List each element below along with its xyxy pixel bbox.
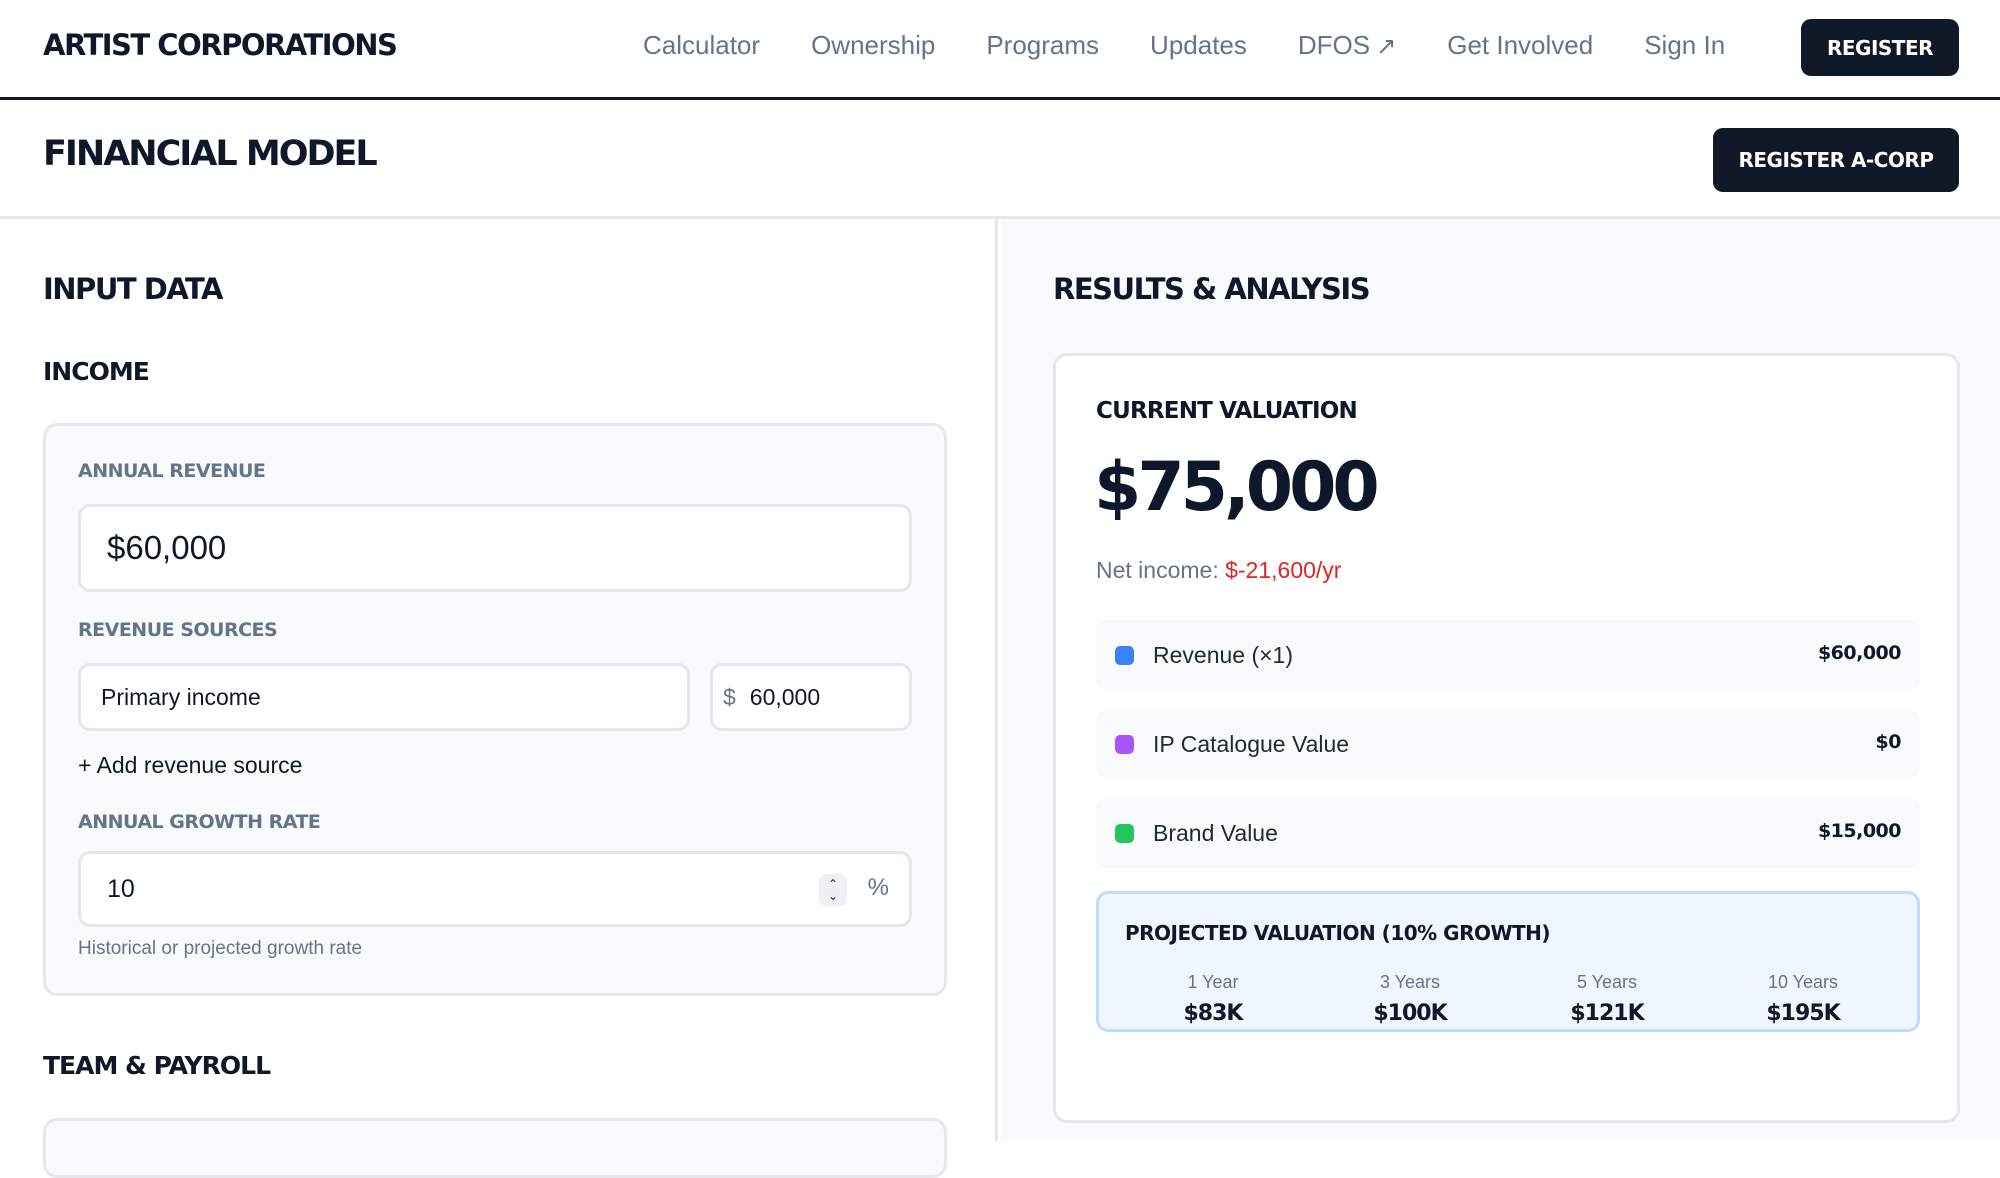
annual-revenue-label: ANNUAL REVENUE (78, 460, 266, 482)
breakdown-name: Revenue (×1) (1153, 642, 1293, 668)
projected-valuation-box: PROJECTED VALUATION (10% GROWTH) 1 Year … (1096, 891, 1920, 1032)
projection-1-year: 1 Year $83K (1138, 972, 1288, 1026)
nav-link-updates[interactable]: Updates (1150, 30, 1247, 60)
page-header: FINANCIAL MODEL REGISTER A-CORP (0, 103, 2000, 219)
income-panel: ANNUAL REVENUE $60,000 REVENUE SOURCES P… (43, 423, 947, 996)
nav-link-calculator[interactable]: Calculator (643, 30, 761, 60)
revenue-source-amount-value: 60,000 (749, 683, 821, 710)
nav-link-get-involved[interactable]: Get Involved (1447, 30, 1594, 60)
projection-value: $100K (1373, 1001, 1447, 1026)
team-payroll-heading: TEAM & PAYROLL (43, 1051, 271, 1080)
external-link-icon: ↗ (1376, 33, 1397, 60)
projection-value: $121K (1570, 1001, 1644, 1026)
results-column: RESULTS & ANALYSIS CURRENT VALUATION $75… (1001, 219, 2000, 1141)
nav-link-dfos[interactable]: DFOS ↗ (1298, 30, 1396, 61)
revenue-sources-label: REVENUE SOURCES (78, 619, 278, 641)
annual-growth-rate-input[interactable]: 10 ⌃ ⌄ % (78, 851, 912, 927)
nav-link-ownership[interactable]: Ownership (811, 30, 936, 60)
register-button[interactable]: REGISTER (1801, 19, 1959, 76)
revenue-source-amount-input[interactable]: $ 60,000 (710, 663, 912, 731)
brand-logo[interactable]: ARTIST CORPORATIONS (43, 28, 398, 62)
nav-link-programs[interactable]: Programs (986, 30, 1100, 60)
projected-valuation-title: PROJECTED VALUATION (10% GROWTH) (1125, 921, 1551, 945)
input-data-heading: INPUT DATA (43, 272, 223, 306)
revenue-color-dot (1115, 646, 1134, 665)
nav-links: Calculator Ownership Programs Updates DF… (643, 30, 1725, 61)
projection-10-years: 10 Years $195K (1728, 972, 1878, 1026)
income-heading: INCOME (43, 357, 150, 386)
current-valuation-value: $75,000 (1094, 448, 1380, 527)
breakdown-row-revenue: Revenue (×1) $60,000 (1096, 620, 1920, 690)
projection-3-years: 3 Years $100K (1335, 972, 1485, 1026)
results-analysis-heading: RESULTS & ANALYSIS (1053, 272, 1371, 306)
projection-period: 1 Year (1187, 972, 1239, 992)
valuation-card: CURRENT VALUATION $75,000 Net income: $-… (1053, 353, 1960, 1123)
team-payroll-panel (43, 1118, 947, 1178)
currency-symbol: $ (723, 683, 736, 710)
add-revenue-source-button[interactable]: + Add revenue source (78, 752, 303, 778)
percent-unit: % (867, 874, 889, 901)
current-valuation-label: CURRENT VALUATION (1096, 398, 1358, 424)
net-income-value: $-21,600/yr (1225, 557, 1342, 583)
breakdown-value: $15,000 (1817, 820, 1902, 842)
projection-value: $83K (1183, 1001, 1244, 1026)
breakdown-name: Brand Value (1153, 820, 1278, 846)
growth-rate-hint: Historical or projected growth rate (78, 938, 363, 959)
revenue-source-name-input[interactable]: Primary income (78, 663, 690, 731)
breakdown-row-ip-catalogue: IP Catalogue Value $0 (1096, 709, 1920, 779)
nav-link-sign-in[interactable]: Sign In (1644, 30, 1726, 60)
number-stepper-icon[interactable]: ⌃ ⌄ (819, 874, 847, 906)
annual-growth-rate-label: ANNUAL GROWTH RATE (78, 811, 321, 833)
annual-revenue-input[interactable]: $60,000 (78, 504, 912, 592)
top-navigation: ARTIST CORPORATIONS Calculator Ownership… (0, 0, 2000, 100)
breakdown-value: $60,000 (1817, 642, 1902, 664)
net-income: Net income: $-21,600/yr (1096, 557, 1341, 584)
ip-catalogue-color-dot (1115, 735, 1134, 754)
projection-5-years: 5 Years $121K (1532, 972, 1682, 1026)
breakdown-value: $0 (1875, 731, 1902, 753)
brand-value-color-dot (1115, 824, 1134, 843)
annual-growth-rate-value: 10 (107, 874, 135, 903)
breakdown-name: IP Catalogue Value (1153, 731, 1350, 757)
page-title: FINANCIAL MODEL (43, 134, 378, 174)
breakdown-row-brand-value: Brand Value $15,000 (1096, 798, 1920, 868)
input-column: INPUT DATA INCOME ANNUAL REVENUE $60,000… (0, 219, 998, 1178)
net-income-label: Net income: (1096, 557, 1219, 583)
nav-link-dfos-label: DFOS (1297, 30, 1371, 60)
projection-value: $195K (1766, 1001, 1840, 1026)
projection-period: 10 Years (1767, 972, 1839, 992)
register-acorp-button[interactable]: REGISTER A-CORP (1713, 128, 1959, 192)
projection-period: 5 Years (1576, 972, 1638, 992)
projection-period: 3 Years (1379, 972, 1441, 992)
